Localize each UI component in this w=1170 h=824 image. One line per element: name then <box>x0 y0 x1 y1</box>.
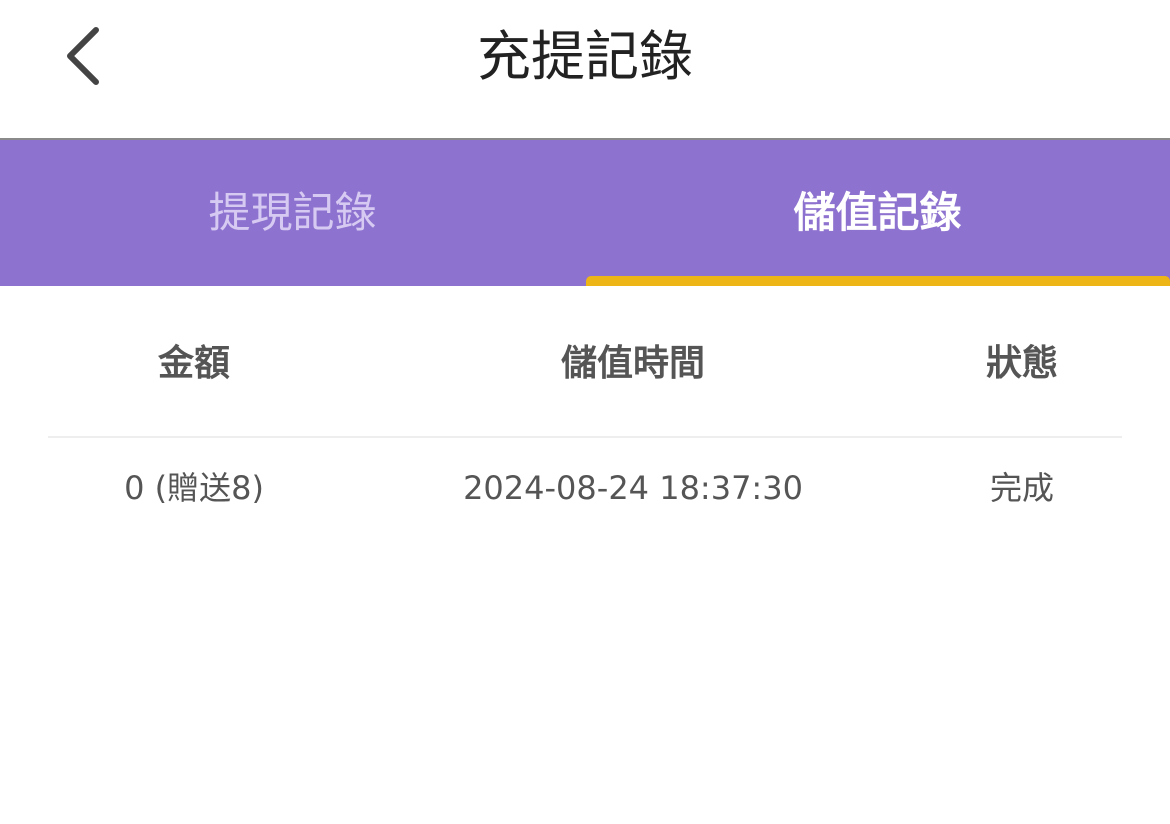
column-header-status: 狀態 <box>985 343 1058 384</box>
cell-amount: 0 (贈送8) <box>124 469 264 507</box>
back-button[interactable] <box>56 22 116 92</box>
header-divider <box>48 436 1122 438</box>
column-header-time: 儲值時間 <box>560 343 705 384</box>
page-title: 充提記錄 <box>477 25 693 88</box>
active-tab-indicator <box>586 276 1170 286</box>
cell-status: 完成 <box>989 469 1054 507</box>
top-bar: 充提記錄 <box>0 0 1170 140</box>
chevron-left-icon <box>67 27 99 85</box>
tab-bar: 提現記錄 儲值記錄 <box>0 140 1170 286</box>
cell-time: 2024-08-24 18:37:30 <box>463 469 803 507</box>
tab-withdraw-records[interactable]: 提現記錄 <box>208 188 377 237</box>
tab-deposit-records[interactable]: 儲值記錄 <box>793 188 962 237</box>
column-header-amount: 金額 <box>157 343 230 384</box>
